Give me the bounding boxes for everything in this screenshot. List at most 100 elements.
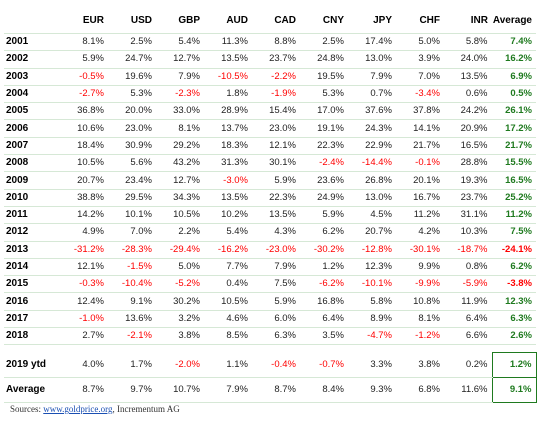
value-cell-usd: 19.6% <box>108 68 156 86</box>
value-cell-inr: 31.1% <box>444 206 492 225</box>
value-cell-cny: 5.9% <box>300 206 348 225</box>
value-cell-chf: -30.1% <box>396 241 444 259</box>
value-cell-eur: -0.5% <box>60 68 108 86</box>
value-cell-inr: 0.6% <box>444 85 492 104</box>
value-cell-cad: 6.3% <box>252 327 300 346</box>
value-cell-inr: 6.4% <box>444 310 492 329</box>
row-year-label: Average <box>4 377 60 404</box>
value-cell-cny: -2.4% <box>300 154 348 173</box>
value-cell-gbp: 29.2% <box>156 137 204 156</box>
average-cell: 0.5% <box>491 85 536 104</box>
value-cell-usd: 7.0% <box>108 223 156 242</box>
value-cell-inr: 24.2% <box>444 102 492 121</box>
value-cell-cad: 23.0% <box>252 119 300 138</box>
value-cell-aud: 11.3% <box>204 32 252 52</box>
value-cell-cad: 12.1% <box>252 137 300 156</box>
value-cell-chf: 21.7% <box>396 137 444 156</box>
average-cell: 26.1% <box>491 102 536 121</box>
table-row: 2003 -0.5% 19.6% 7.9% -10.5% -2.2% 19.5% 7.9% 7.… <box>4 68 536 86</box>
value-cell-gbp: 12.7% <box>156 50 204 69</box>
value-cell-jpy: -4.7% <box>348 327 396 346</box>
average-cell: 25.2% <box>491 189 536 207</box>
value-cell-eur: -2.7% <box>60 85 108 104</box>
value-cell-cny: 5.3% <box>300 85 348 104</box>
value-cell-usd: 9.1% <box>108 292 156 311</box>
average-cell: 7.5% <box>491 223 536 242</box>
value-cell-gbp: 2.2% <box>156 223 204 242</box>
header-chf: CHF <box>419 14 440 26</box>
value-cell-usd: -10.4% <box>108 275 156 294</box>
source-link[interactable]: www.goldprice.org <box>43 404 113 414</box>
value-cell-cad: -2.2% <box>252 68 300 86</box>
value-cell-gbp: 12.7% <box>156 171 204 190</box>
value-cell-usd: 5.6% <box>108 154 156 173</box>
value-cell-eur: 2.7% <box>60 327 108 346</box>
value-cell-chf: 3.9% <box>396 50 444 69</box>
value-cell-cny: -6.2% <box>300 275 348 294</box>
value-cell-cny: 24.8% <box>300 50 348 69</box>
value-cell-cny: 16.8% <box>300 292 348 311</box>
value-cell-jpy: 7.9% <box>348 68 396 86</box>
average-cell: 9.1% <box>491 377 537 404</box>
value-cell-jpy: -12.8% <box>348 241 396 259</box>
row-year-label: 2015 <box>4 275 60 294</box>
row-year-label: 2019 ytd <box>4 352 60 379</box>
value-cell-inr: 23.7% <box>444 189 492 207</box>
value-cell-aud: -10.5% <box>204 68 252 86</box>
value-cell-eur: 8.7% <box>60 377 108 404</box>
header-usd: USD <box>130 14 152 26</box>
value-cell-usd: 1.7% <box>108 352 156 379</box>
average-cell: 21.7% <box>491 137 536 156</box>
value-cell-inr: -5.9% <box>444 275 492 294</box>
average-cell: 15.5% <box>491 154 536 173</box>
table-row: 2012 4.9% 7.0% 2.2% 5.4% 4.3% 6.2% 20.7% 4.2% 10.… <box>4 223 536 242</box>
table-row: 2002 5.9% 24.7% 12.7% 13.5% 23.7% 24.8% 13.0% 3.… <box>4 50 536 69</box>
table-row: 2005 36.8% 20.0% 33.0% 28.9% 15.4% 17.0% 37.6% 3… <box>4 102 536 121</box>
header-cad: CAD <box>274 14 296 26</box>
value-cell-jpy: 4.5% <box>348 206 396 225</box>
value-cell-aud: 10.5% <box>204 292 252 311</box>
value-cell-jpy: 8.9% <box>348 310 396 329</box>
value-cell-inr: 10.3% <box>444 223 492 242</box>
value-cell-usd: 13.6% <box>108 310 156 329</box>
value-cell-chf: -3.4% <box>396 85 444 104</box>
value-cell-chf: -0.1% <box>396 154 444 173</box>
value-cell-cad: 23.7% <box>252 50 300 69</box>
value-cell-aud: 28.9% <box>204 102 252 121</box>
table-row: 2011 14.2% 10.1% 10.5% 10.2% 13.5% 5.9% 4.5% 11.… <box>4 206 536 225</box>
value-cell-jpy: 20.7% <box>348 223 396 242</box>
row-year-label: 2001 <box>4 32 60 52</box>
table-row: 2018 2.7% -2.1% 3.8% 8.5% 6.3% 3.5% -4.7% -1.2% 6… <box>4 327 536 346</box>
value-cell-gbp: 5.0% <box>156 258 204 277</box>
value-cell-chf: 3.8% <box>396 352 444 379</box>
average-cell: 2.6% <box>491 327 536 346</box>
value-cell-eur: 12.4% <box>60 292 108 311</box>
value-cell-usd: 2.5% <box>108 32 156 52</box>
value-cell-eur: 36.8% <box>60 102 108 121</box>
table-row: 2016 12.4% 9.1% 30.2% 10.5% 5.9% 16.8% 5.8% 10.8… <box>4 292 536 311</box>
value-cell-aud: 8.5% <box>204 327 252 346</box>
average-cell: 17.2% <box>491 119 536 138</box>
value-cell-cad: 6.0% <box>252 310 300 329</box>
value-cell-inr: 13.5% <box>444 68 492 86</box>
value-cell-jpy: 37.6% <box>348 102 396 121</box>
value-cell-eur: 5.9% <box>60 50 108 69</box>
value-cell-jpy: 26.8% <box>348 171 396 190</box>
value-cell-inr: 5.8% <box>444 32 492 52</box>
average-cell: -24.1% <box>491 241 536 259</box>
value-cell-inr: 0.8% <box>444 258 492 277</box>
value-cell-cny: 3.5% <box>300 327 348 346</box>
value-cell-chf: -1.2% <box>396 327 444 346</box>
value-cell-aud: 10.2% <box>204 206 252 225</box>
value-cell-chf: 8.1% <box>396 310 444 329</box>
table-row: 2006 10.6% 23.0% 8.1% 13.7% 23.0% 19.1% 24.3% 14… <box>4 119 536 138</box>
value-cell-eur: 38.8% <box>60 189 108 207</box>
row-year-label: 2004 <box>4 85 60 104</box>
value-cell-jpy: 9.3% <box>348 377 396 404</box>
value-cell-gbp: 8.1% <box>156 119 204 138</box>
value-cell-aud: 1.8% <box>204 85 252 104</box>
value-cell-gbp: -29.4% <box>156 241 204 259</box>
table-row: 2017 -1.0% 13.6% 3.2% 4.6% 6.0% 6.4% 8.9% 8.1% 6.… <box>4 310 536 329</box>
value-cell-inr: 24.0% <box>444 50 492 69</box>
value-cell-chf: 10.8% <box>396 292 444 311</box>
